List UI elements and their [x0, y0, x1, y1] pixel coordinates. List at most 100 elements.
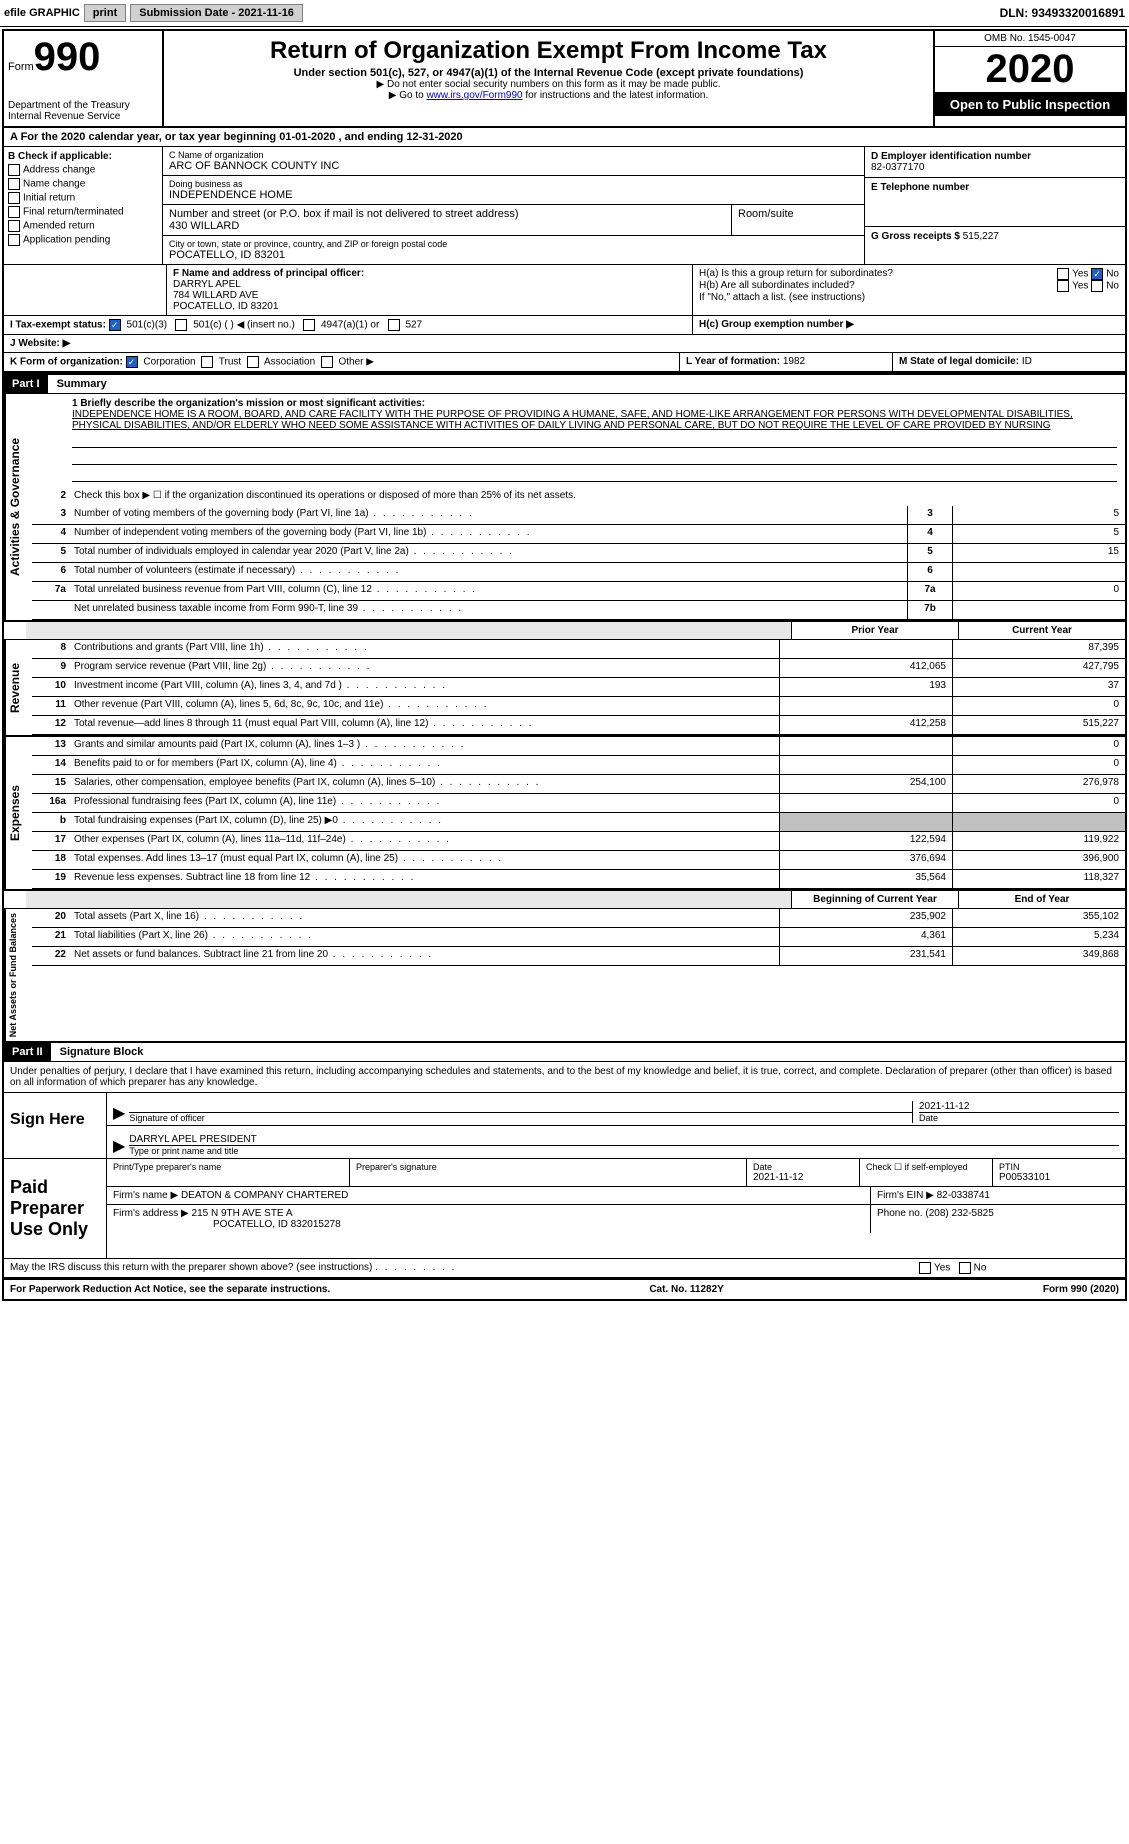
line: 19 Revenue less expenses. Subtract line …	[32, 870, 1125, 889]
checkbox-501c[interactable]	[175, 319, 187, 331]
checkbox-hb-yes[interactable]	[1057, 280, 1069, 292]
period-row: A For the 2020 calendar year, or tax yea…	[4, 128, 1125, 147]
current-year-header: Current Year	[958, 622, 1125, 639]
prior-val: 231,541	[779, 947, 952, 965]
note-link-post: for instructions and the latest informat…	[523, 90, 709, 101]
formation-value: 1982	[783, 356, 805, 367]
firm-addr2: POCATELLO, ID 832015278	[113, 1219, 864, 1230]
line-num: 11	[32, 697, 70, 715]
line-num: b	[32, 813, 70, 831]
form-word: Form	[8, 61, 34, 73]
arrow-icon: ▶	[113, 1103, 125, 1123]
checkbox-name-change[interactable]	[8, 178, 20, 190]
checkbox-application-pending[interactable]	[8, 234, 20, 246]
row-j: J Website: ▶	[4, 335, 1125, 353]
current-val: 515,227	[952, 716, 1125, 734]
dept-label: Department of the Treasury	[8, 100, 158, 111]
row-f-h: F Name and address of principal officer:…	[4, 264, 1125, 316]
line-num: 12	[32, 716, 70, 734]
line: 4 Number of independent voting members o…	[32, 525, 1125, 544]
prior-val	[779, 794, 952, 812]
line-desc: Number of independent voting members of …	[70, 525, 907, 543]
hb-note: If "No," attach a list. (see instruction…	[699, 292, 1119, 303]
line: 6 Total number of volunteers (estimate i…	[32, 563, 1125, 582]
gross-label: G Gross receipts $	[871, 231, 960, 242]
part-1-header-row: Part I Summary	[4, 373, 1125, 394]
row-i-hc: I Tax-exempt status: ✓ 501(c)(3) 501(c) …	[4, 316, 1125, 335]
omb-number: OMB No. 1545-0047	[935, 31, 1125, 47]
org-name-label: C Name of organization	[169, 150, 858, 160]
discuss-yesno: Yes No	[913, 1259, 1125, 1277]
ein-label: D Employer identification number	[871, 151, 1119, 162]
prior-val: 4,361	[779, 928, 952, 946]
checkbox-ha-yes[interactable]	[1057, 268, 1069, 280]
net-content: 20 Total assets (Part X, line 16) 235,90…	[32, 909, 1125, 1041]
current-val: 349,868	[952, 947, 1125, 965]
expenses-body: Expenses 13 Grants and similar amounts p…	[4, 735, 1125, 889]
box-c: C Name of organization ARC OF BANNOCK CO…	[163, 147, 864, 264]
firm-addr1: 215 N 9TH AVE STE A	[192, 1208, 293, 1219]
checkbox-final-return[interactable]	[8, 206, 20, 218]
checkbox-hb-no[interactable]	[1091, 280, 1103, 292]
revenue-body: Revenue 8 Contributions and grants (Part…	[4, 640, 1125, 735]
checkbox-527[interactable]	[388, 319, 400, 331]
city-value: POCATELLO, ID 83201	[169, 249, 858, 261]
line-desc: Number of voting members of the governin…	[70, 506, 907, 524]
form-org-label: K Form of organization:	[10, 357, 123, 368]
checkbox-amended-return[interactable]	[8, 220, 20, 232]
ptin-label: PTIN	[999, 1162, 1119, 1172]
prior-val: 235,902	[779, 909, 952, 927]
blank-line-2	[72, 450, 1117, 465]
line-num: 7a	[32, 582, 70, 600]
irs-link[interactable]: www.irs.gov/Form990	[426, 90, 522, 101]
checkbox-other[interactable]	[321, 356, 333, 368]
checkbox-initial-return[interactable]	[8, 192, 20, 204]
line: 7a Total unrelated business revenue from…	[32, 582, 1125, 601]
street-label: Number and street (or P.O. box if mail i…	[169, 208, 725, 220]
box-h: H(a) Is this a group return for subordin…	[693, 265, 1125, 315]
line: 8 Contributions and grants (Part VIII, l…	[32, 640, 1125, 659]
checkbox-4947[interactable]	[303, 319, 315, 331]
box-d-e-g: D Employer identification number 82-0377…	[864, 147, 1125, 264]
checkbox-501c3[interactable]: ✓	[109, 319, 121, 331]
discuss-label: May the IRS discuss this return with the…	[10, 1262, 372, 1273]
opt-other: Other ▶	[338, 357, 373, 368]
checkbox-corporation[interactable]: ✓	[126, 356, 138, 368]
line: 12 Total revenue—add lines 8 through 11 …	[32, 716, 1125, 735]
line-val: 5	[952, 506, 1125, 524]
checkbox-discuss-no[interactable]	[959, 1262, 971, 1274]
line-box: 4	[907, 525, 952, 543]
firm-phone-label: Phone no.	[877, 1208, 923, 1219]
line-num: 13	[32, 737, 70, 755]
box-j: J Website: ▶	[4, 335, 1125, 352]
line-desc: Net unrelated business taxable income fr…	[70, 601, 907, 619]
line: 22 Net assets or fund balances. Subtract…	[32, 947, 1125, 966]
note-ssn: ▶ Do not enter social security numbers o…	[168, 79, 929, 90]
header-mid: Return of Organization Exempt From Incom…	[164, 31, 933, 126]
line: b Total fundraising expenses (Part IX, c…	[32, 813, 1125, 832]
checkbox-trust[interactable]	[201, 356, 213, 368]
checkbox-discuss-yes[interactable]	[919, 1262, 931, 1274]
line-desc: Total assets (Part X, line 16)	[70, 909, 779, 927]
dba-value: INDEPENDENCE HOME	[169, 189, 858, 201]
prior-val: 412,065	[779, 659, 952, 677]
print-button[interactable]: print	[84, 4, 126, 22]
line: 15 Salaries, other compensation, employe…	[32, 775, 1125, 794]
current-val: 427,795	[952, 659, 1125, 677]
checkbox-address-change[interactable]	[8, 164, 20, 176]
prior-val	[779, 737, 952, 755]
preparer-label: Paid Preparer Use Only	[4, 1159, 106, 1258]
prior-val	[779, 697, 952, 715]
current-val: 0	[952, 794, 1125, 812]
checkbox-ha-no[interactable]: ✓	[1091, 268, 1103, 280]
label-activities-governance: Activities & Governance	[4, 394, 32, 620]
line-num: 4	[32, 525, 70, 543]
preparer-row: Paid Preparer Use Only Print/Type prepar…	[4, 1158, 1125, 1258]
line: 16a Professional fundraising fees (Part …	[32, 794, 1125, 813]
form-title: Return of Organization Exempt From Incom…	[168, 37, 929, 65]
current-val: 87,395	[952, 640, 1125, 658]
checkbox-association[interactable]	[247, 356, 259, 368]
submission-date-button[interactable]: Submission Date - 2021-11-16	[130, 4, 303, 22]
current-val: 0	[952, 697, 1125, 715]
prior-val: 254,100	[779, 775, 952, 793]
